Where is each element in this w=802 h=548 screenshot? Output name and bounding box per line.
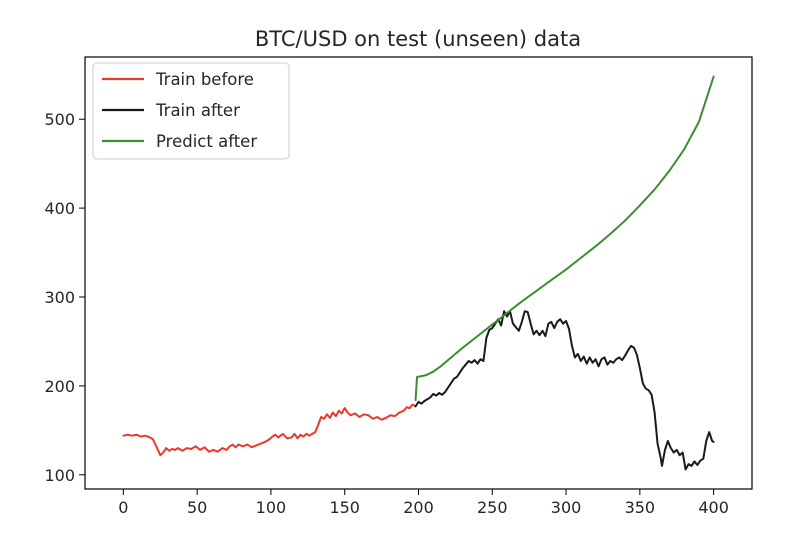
y-tick-label: 400 bbox=[44, 199, 75, 218]
x-tick-label: 100 bbox=[256, 498, 287, 517]
x-tick-label: 300 bbox=[551, 498, 582, 517]
y-tick-label: 200 bbox=[44, 377, 75, 396]
x-tick-label: 400 bbox=[698, 498, 729, 517]
legend: Train before Train after Predict after bbox=[92, 62, 290, 160]
y-axis: 100 200 300 400 500 bbox=[44, 110, 85, 485]
legend-box bbox=[92, 62, 290, 160]
chart-title: BTC/USD on test (unseen) data bbox=[255, 27, 581, 51]
x-tick-label: 350 bbox=[625, 498, 656, 517]
x-tick-label: 200 bbox=[403, 498, 434, 517]
x-tick-label: 150 bbox=[329, 498, 360, 517]
legend-label: Predict after bbox=[156, 132, 257, 151]
series-layer bbox=[122, 75, 715, 471]
series-line-2 bbox=[414, 310, 715, 471]
series-line-1 bbox=[122, 403, 417, 457]
y-tick-label: 500 bbox=[44, 110, 75, 129]
x-tick-label: 250 bbox=[477, 498, 508, 517]
series-line-3 bbox=[414, 75, 715, 402]
x-tick-label: 0 bbox=[118, 498, 128, 517]
x-tick-label: 50 bbox=[187, 498, 207, 517]
legend-label: Train after bbox=[155, 101, 240, 120]
legend-label: Train before bbox=[155, 70, 254, 89]
y-tick-label: 100 bbox=[44, 466, 75, 485]
x-axis: 0 50 100 150 200 250 300 350 400 bbox=[118, 489, 729, 517]
y-tick-label: 300 bbox=[44, 288, 75, 307]
